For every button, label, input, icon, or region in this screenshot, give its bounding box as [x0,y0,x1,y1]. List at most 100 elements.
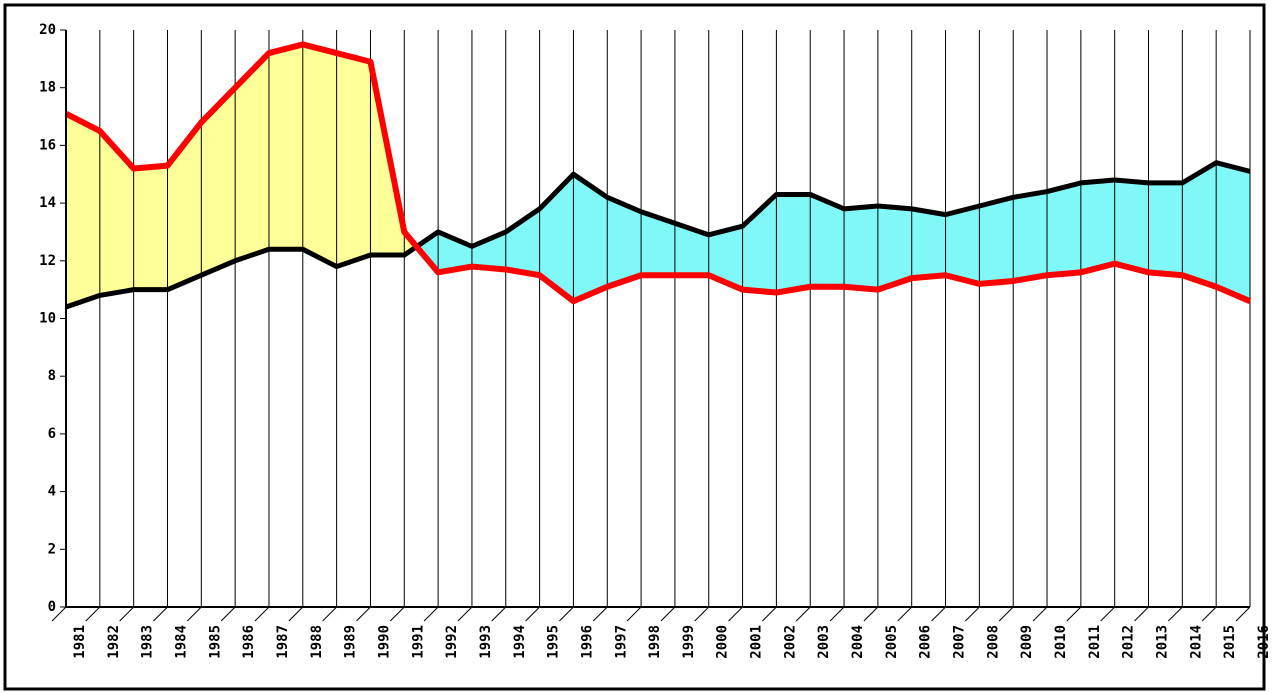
y-tick-label: 20 [39,22,56,38]
fill-area [505,208,540,276]
x-tick [795,606,811,622]
x-tick-label: 2005 [884,625,900,659]
x-tick [423,606,439,622]
fill-area [133,165,168,290]
x-tick [51,606,67,622]
x-tick [1100,606,1116,622]
x-tick-label: 2007 [952,625,968,659]
fill-area [235,53,269,261]
x-tick [660,606,676,622]
x-tick-label: 2000 [715,625,731,659]
x-tick-label: 1987 [275,625,291,659]
x-tick [85,606,101,622]
x-tick [762,606,777,622]
y-tick-label: 4 [48,484,56,500]
x-tick [119,606,135,622]
x-tick-label: 1993 [478,625,494,659]
fill-area [471,231,506,270]
x-tick [322,606,337,622]
x-tick-label: 2010 [1053,625,1069,659]
y-tick-label: 16 [39,137,56,153]
x-tick-label: 2001 [749,625,765,659]
fill-area [302,44,337,267]
x-tick [559,606,574,622]
fill-area [1080,180,1115,273]
series-line [64,41,1252,305]
fill-area [1013,191,1048,281]
x-tick [998,606,1014,622]
x-tick-label: 1986 [241,625,257,659]
x-tick-label: 1990 [376,625,392,659]
x-tick-label: 1997 [613,625,629,659]
fill-area [1114,180,1149,273]
x-tick [288,606,304,622]
fill-area [336,53,371,267]
x-tick [1066,606,1082,622]
x-tick [1201,606,1217,622]
fill-area [810,194,845,287]
x-tick-label: 1984 [173,625,189,659]
x-tick-label: 1992 [444,625,460,659]
x-tick [1167,606,1183,622]
x-tick [186,606,202,622]
x-tick [694,606,710,622]
x-tick-label: 1983 [140,625,156,659]
x-tick-label: 2016 [1256,625,1272,659]
x-tick [931,606,946,622]
chart-frame [3,3,1266,691]
fill-area [539,174,574,302]
x-tick-label: 1994 [512,625,528,659]
x-tick-label: 2006 [918,625,934,659]
y-tick-label: 8 [48,368,56,384]
x-tick [220,606,236,622]
x-tick [965,606,980,622]
fill-area [979,197,1014,284]
x-tick-label: 2009 [1019,625,1035,659]
fill-area [945,205,980,284]
x-tick-label: 2015 [1222,625,1238,659]
x-tick [1235,606,1251,622]
x-tick [1134,606,1149,622]
x-tick [897,606,913,622]
fill-area [877,205,912,290]
fill-area [201,87,236,276]
fill-area [573,174,608,302]
y-tick-label: 12 [39,253,56,269]
fill-area [607,197,642,287]
x-tick-label: 1996 [579,625,595,659]
x-tick [356,606,371,622]
x-tick-label: 2004 [850,625,866,659]
x-tick [626,606,642,622]
fill-area [776,194,811,293]
x-tick [525,606,540,622]
fill-area [167,122,202,290]
y-tick-label: 0 [48,599,56,615]
fill-area [911,208,946,279]
x-tick-label: 2014 [1188,625,1204,659]
y-tick-label: 10 [39,311,56,327]
y-tick-label: 18 [39,80,56,96]
fill-area [99,130,134,296]
x-tick [254,606,270,622]
fill-area [1148,182,1183,276]
x-tick-label: 2003 [816,625,832,659]
y-tick-label: 14 [39,195,56,211]
fill-area [1047,182,1081,276]
fill-area [708,226,743,290]
x-tick-label: 1991 [410,625,426,659]
x-tick [728,606,743,622]
fill-area [1182,162,1217,287]
x-tick-label: 2012 [1121,625,1137,659]
x-tick-label: 1988 [309,625,325,659]
x-tick-label: 1981 [72,625,88,659]
x-tick [153,606,168,622]
x-tick [491,606,507,622]
fill-area [674,223,709,276]
y-tick-label: 6 [48,426,56,442]
x-tick-label: 1998 [647,625,663,659]
x-tick-label: 1989 [343,625,359,659]
x-tick [389,606,405,622]
y-tick-label: 2 [48,541,56,557]
x-tick [1032,606,1048,622]
